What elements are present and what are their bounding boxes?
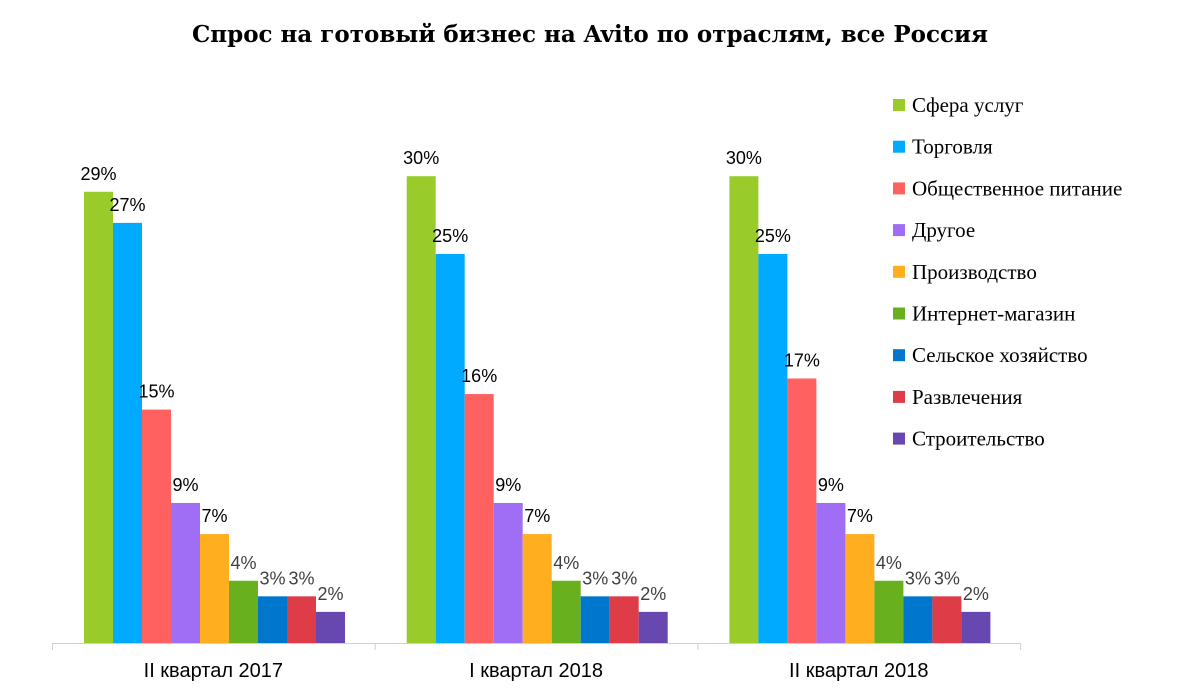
legend-label: Общественное питание	[912, 176, 1122, 200]
legend: Сфера услуг Торговля Общественное питание Д…	[893, 93, 1122, 451]
bar	[258, 596, 287, 643]
bar	[816, 502, 846, 643]
data-label: 27%	[109, 195, 145, 215]
bar	[113, 222, 142, 643]
bar	[961, 611, 991, 643]
legend-swatch	[893, 224, 905, 237]
data-label: 3%	[288, 568, 314, 588]
data-label: 9%	[172, 475, 198, 495]
x-tick-label: II квартал 2018	[789, 660, 928, 682]
data-label: 2%	[640, 584, 666, 604]
bar	[200, 534, 229, 643]
legend-label: Строительство	[912, 427, 1045, 451]
x-axis: II квартал 2017 I квартал 2018 II квартал …	[52, 643, 1022, 682]
bar	[845, 534, 875, 643]
bar	[609, 596, 639, 643]
data-label: 4%	[553, 553, 579, 573]
data-label: 16%	[461, 366, 497, 386]
data-label: 7%	[201, 506, 227, 526]
data-label: 29%	[80, 164, 116, 184]
legend-swatch	[893, 99, 905, 111]
data-label: 7%	[524, 506, 550, 526]
bar	[874, 580, 904, 643]
bar	[493, 502, 523, 643]
bar	[229, 580, 258, 643]
data-label: 3%	[905, 568, 931, 588]
legend-swatch	[893, 390, 905, 403]
legend-label: Другое	[912, 218, 975, 242]
legend-swatch	[893, 307, 905, 320]
bars-layer: 29%27%15%9%7%4%3% 3%2%30%25%16%9%7%4%3% 3%…	[80, 148, 991, 643]
bar	[787, 378, 817, 643]
data-label: 30%	[403, 148, 439, 168]
data-label: 7%	[847, 506, 873, 526]
legend-label: Развлечения	[912, 385, 1023, 409]
legend-label: Сельское хозяйство	[912, 343, 1088, 367]
legend-swatch	[893, 432, 905, 445]
data-label: 25%	[755, 226, 791, 246]
data-label: 15%	[138, 382, 174, 402]
data-label: 9%	[818, 475, 844, 495]
legend-label: Торговля	[912, 135, 993, 159]
bar	[638, 611, 668, 643]
data-label: 17%	[784, 350, 820, 370]
bar	[522, 534, 552, 643]
data-label: 3%	[611, 568, 637, 588]
legend-swatch	[893, 349, 905, 362]
bar	[435, 254, 465, 643]
legend-swatch	[893, 182, 905, 195]
data-label: 2%	[963, 584, 989, 604]
data-label: 3%	[259, 568, 285, 588]
legend-label: Интернет-магазин	[912, 302, 1075, 326]
bar	[903, 596, 933, 643]
data-label: 3%	[934, 568, 960, 588]
chart-title: Спрос на готовый бизнес на Avito по отра…	[192, 21, 988, 48]
bar	[464, 394, 494, 643]
bar	[142, 409, 171, 643]
bar	[729, 176, 759, 643]
legend-label: Производство	[912, 260, 1037, 284]
data-label: 3%	[582, 568, 608, 588]
legend-swatch	[893, 140, 905, 153]
data-label: 4%	[876, 553, 902, 573]
bar	[84, 191, 113, 643]
x-tick-label: II квартал 2017	[144, 660, 283, 682]
data-label: 30%	[726, 148, 762, 168]
data-label: 25%	[432, 226, 468, 246]
data-label: 2%	[317, 584, 343, 604]
bar	[932, 596, 962, 643]
bar	[287, 596, 316, 643]
legend-label: Сфера услуг	[912, 93, 1024, 117]
bar	[758, 254, 788, 643]
bar	[580, 596, 610, 643]
x-tick-label: I квартал 2018	[469, 660, 603, 682]
bar	[316, 611, 345, 643]
data-label: 9%	[495, 475, 521, 495]
legend-swatch	[893, 265, 905, 278]
data-label: 4%	[230, 553, 256, 573]
bar	[406, 176, 436, 643]
bar	[171, 502, 200, 643]
bar	[551, 580, 581, 643]
